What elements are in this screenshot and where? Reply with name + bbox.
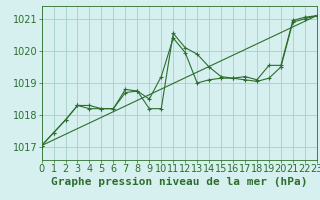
X-axis label: Graphe pression niveau de la mer (hPa): Graphe pression niveau de la mer (hPa) <box>51 177 308 187</box>
